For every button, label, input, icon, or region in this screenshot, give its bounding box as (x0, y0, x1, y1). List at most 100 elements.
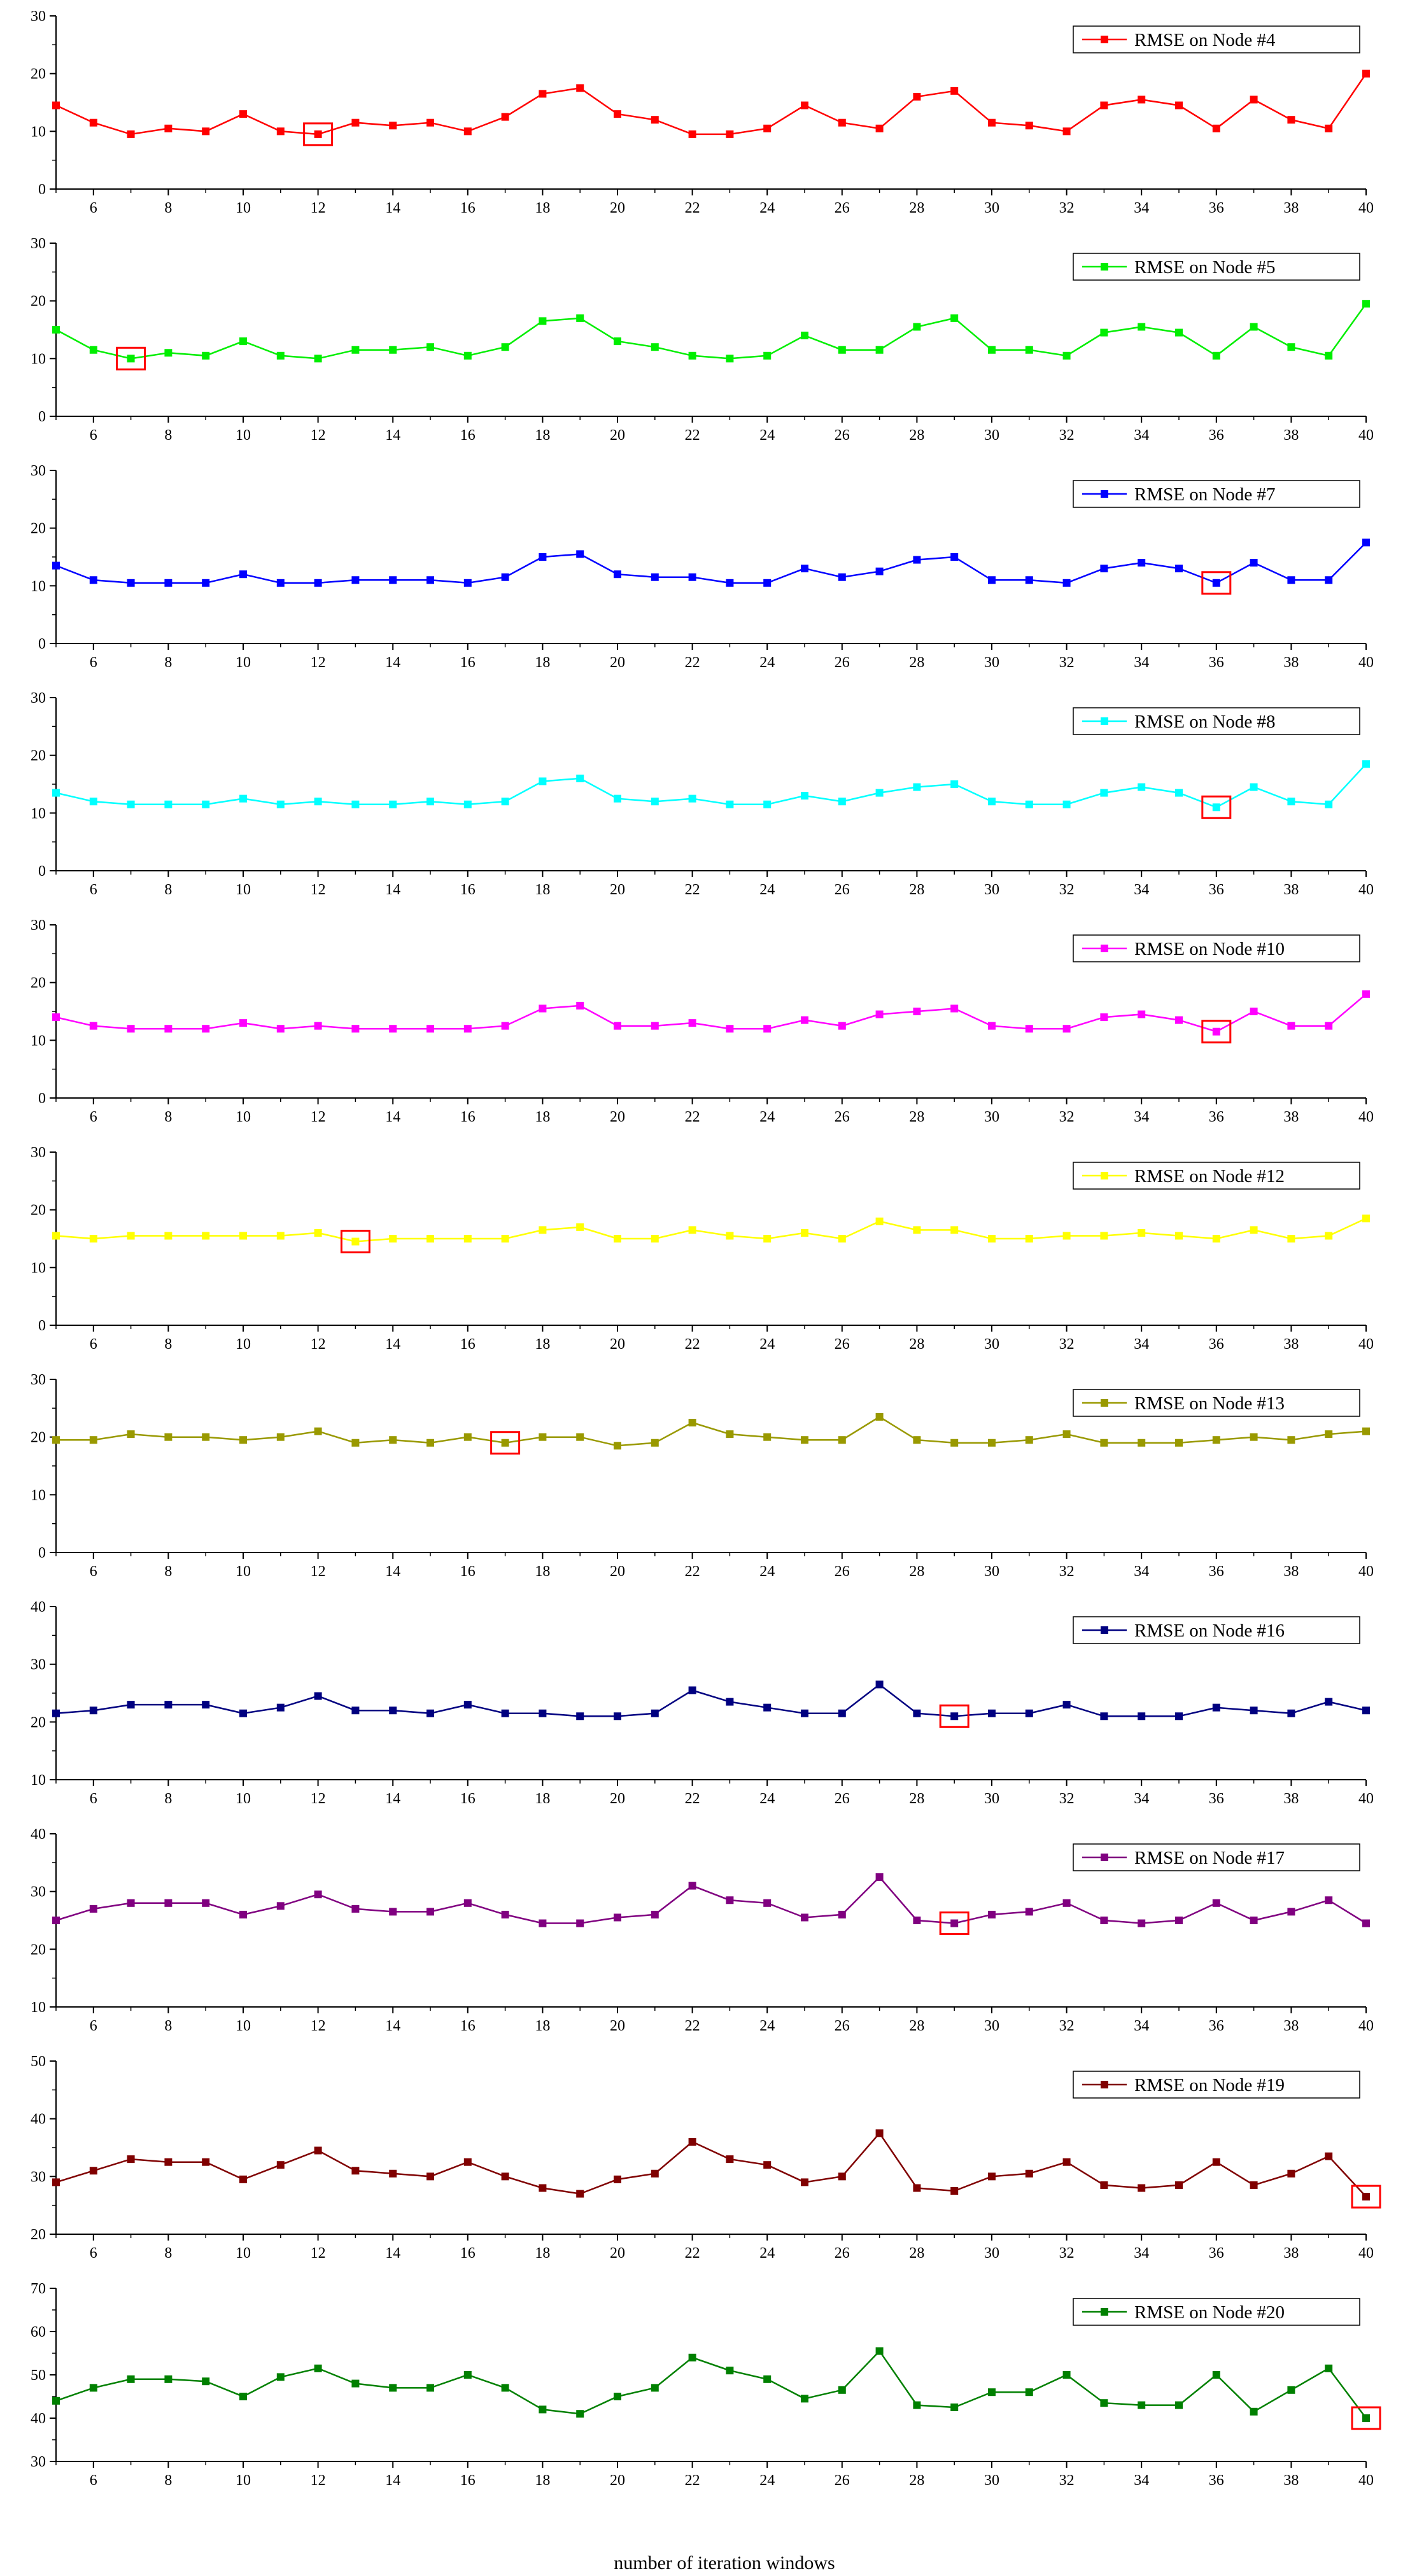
x-axis-label: number of iteration windows (614, 2552, 835, 2573)
data-point (389, 576, 397, 584)
data-point (576, 1712, 584, 1721)
x-tick-label: 34 (1134, 2018, 1149, 2034)
data-point (726, 1698, 734, 1706)
x-tick-label: 24 (759, 1791, 775, 1807)
data-point (1362, 2414, 1370, 2422)
x-tick-label: 30 (984, 2472, 999, 2489)
data-point (314, 1022, 322, 1030)
x-tick-label: 32 (1059, 654, 1075, 671)
data-point (988, 1910, 996, 1918)
data-point (801, 1016, 808, 1024)
x-tick-label: 28 (909, 1791, 924, 1807)
x-tick-label: 18 (535, 2018, 550, 2034)
data-point (838, 1910, 846, 1918)
data-point (651, 798, 659, 806)
y-tick-label: 40 (31, 2111, 46, 2128)
x-tick-label: 22 (685, 1109, 700, 1125)
data-point (463, 1701, 472, 1709)
x-tick-label: 24 (759, 1109, 775, 1125)
y-tick-label: 10 (31, 1032, 46, 1049)
data-point (127, 1701, 135, 1709)
data-point (688, 794, 696, 803)
data-point (614, 110, 621, 118)
x-tick-label: 24 (759, 427, 775, 444)
data-point (688, 351, 696, 360)
data-point (389, 2384, 397, 2392)
data-point (239, 2393, 247, 2400)
y-tick-label: 30 (31, 463, 46, 479)
legend-marker (1101, 717, 1108, 725)
data-point (726, 1430, 734, 1439)
data-point (276, 1902, 285, 1910)
x-tick-label: 18 (535, 1109, 550, 1125)
data-point (501, 113, 509, 121)
data-point (351, 800, 360, 808)
data-point (801, 565, 808, 573)
x-tick-label: 12 (311, 1109, 326, 1125)
x-tick-label: 18 (535, 2472, 550, 2489)
data-point (838, 573, 846, 581)
data-point (202, 1025, 210, 1033)
data-point (1287, 798, 1295, 806)
data-point (314, 798, 322, 806)
data-point (127, 2155, 135, 2164)
data-point (1287, 2169, 1295, 2178)
data-point (127, 1430, 135, 1439)
data-point (875, 346, 884, 354)
data-point (1325, 2152, 1333, 2160)
data-point (1025, 1709, 1033, 1717)
data-point (614, 794, 621, 803)
data-point (576, 1001, 584, 1010)
data-point (1100, 2399, 1108, 2407)
data-point (463, 1235, 472, 1242)
x-tick-label: 18 (535, 2245, 550, 2262)
data-point (463, 2158, 472, 2166)
data-point (726, 800, 734, 808)
data-point (801, 1913, 808, 1922)
data-point (988, 576, 996, 584)
x-tick-label: 6 (90, 1791, 97, 1807)
x-tick-label: 22 (685, 2245, 700, 2262)
data-point (239, 570, 247, 579)
data-point (202, 579, 210, 587)
data-point (52, 2397, 60, 2405)
data-point (1025, 1025, 1033, 1033)
data-point (1025, 346, 1033, 354)
x-tick-label: 10 (236, 1791, 251, 1807)
x-tick-label: 36 (1209, 1109, 1224, 1125)
x-tick-label: 8 (164, 200, 172, 216)
y-tick-label: 20 (31, 748, 46, 764)
data-point (1362, 300, 1370, 308)
data-point (164, 579, 173, 587)
data-point (539, 2405, 547, 2414)
data-point (239, 110, 247, 118)
data-point (988, 1022, 996, 1030)
data-point (614, 2393, 621, 2400)
data-point (427, 1908, 434, 1916)
highlight-box (303, 122, 334, 146)
y-tick-label: 40 (31, 1599, 46, 1615)
data-point (164, 2158, 173, 2166)
data-point (1025, 1235, 1033, 1242)
data-point (913, 1917, 921, 1924)
highlight-box (1351, 2406, 1381, 2430)
y-tick-label: 10 (31, 1772, 46, 1789)
data-point (463, 1433, 472, 1441)
x-tick-label: 28 (909, 2018, 924, 2034)
series-line (55, 1218, 1367, 1242)
data-point (1325, 576, 1333, 584)
data-point (1287, 1709, 1295, 1717)
x-tick-label: 30 (984, 654, 999, 671)
x-tick-label: 10 (236, 2018, 251, 2034)
y-tick-label: 0 (38, 636, 46, 652)
highlight-box (939, 1911, 969, 1936)
data-point (726, 579, 734, 587)
y-tick-label: 0 (38, 181, 46, 198)
data-point (127, 130, 135, 138)
x-tick-label: 32 (1059, 1336, 1075, 1353)
data-point (726, 1896, 734, 1904)
data-point (351, 2379, 360, 2388)
x-tick-label: 22 (685, 654, 700, 671)
data-point (202, 351, 210, 360)
